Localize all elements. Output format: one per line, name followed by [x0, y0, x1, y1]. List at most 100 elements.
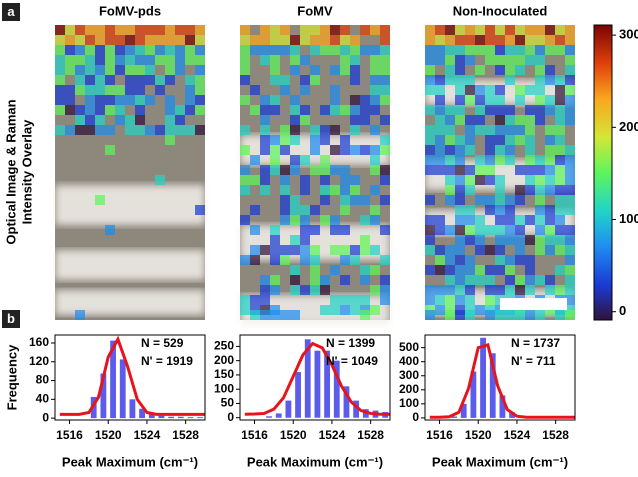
raman-tile	[300, 205, 310, 215]
raman-tile	[75, 75, 85, 85]
raman-tile	[555, 95, 565, 105]
raman-tile	[320, 305, 330, 315]
raman-tile	[555, 155, 565, 165]
raman-tile	[360, 295, 370, 305]
raman-tile	[435, 85, 445, 95]
raman-tile	[435, 245, 445, 255]
raman-tile	[525, 215, 535, 225]
raman-tile	[380, 65, 390, 75]
raman-tile	[465, 215, 475, 225]
raman-tile	[165, 105, 175, 115]
raman-tile	[515, 85, 525, 95]
raman-tile	[505, 125, 515, 135]
raman-tile	[75, 45, 85, 55]
raman-tile	[565, 295, 575, 305]
raman-tile	[565, 225, 575, 235]
annotation: N = 1737	[511, 336, 560, 350]
raman-tile	[330, 25, 340, 35]
raman-tile	[260, 125, 270, 135]
raman-tile	[475, 175, 485, 185]
raman-tile	[565, 245, 575, 255]
raman-tile	[320, 215, 330, 225]
raman-tile	[525, 185, 535, 195]
raman-tile	[495, 255, 505, 265]
raman-tile	[115, 95, 125, 105]
raman-tile	[455, 185, 465, 195]
raman-tile	[155, 55, 165, 65]
raman-tile	[515, 255, 525, 265]
raman-tile	[565, 35, 575, 45]
raman-tile	[125, 125, 135, 135]
raman-tile	[505, 225, 515, 235]
raman-tile	[260, 95, 270, 105]
raman-tile	[535, 175, 545, 185]
raman-tile	[515, 25, 525, 35]
raman-tile	[290, 265, 300, 275]
raman-tile	[75, 65, 85, 75]
raman-tile	[85, 115, 95, 125]
raman-tile	[300, 25, 310, 35]
raman-tile	[380, 295, 390, 305]
raman-tile	[185, 105, 195, 115]
raman-tile	[515, 65, 525, 75]
raman-tile	[485, 265, 495, 275]
raman-tile	[115, 85, 125, 95]
raman-tile	[370, 145, 380, 155]
raman-tile	[485, 285, 495, 295]
raman-tile	[310, 245, 320, 255]
raman-tile	[465, 175, 475, 185]
raman-tile	[65, 85, 75, 95]
raman-tile	[555, 195, 565, 205]
raman-tile	[340, 185, 350, 195]
raman-tile	[350, 125, 360, 135]
raman-tile	[495, 115, 505, 125]
raman-tile	[455, 245, 465, 255]
x-tick-label: 1520	[280, 428, 307, 442]
raman-tile	[300, 225, 310, 235]
raman-tile	[270, 45, 280, 55]
raman-tile	[515, 135, 525, 145]
raman-tile	[370, 105, 380, 115]
raman-tile	[455, 85, 465, 95]
raman-tile	[55, 75, 65, 85]
raman-tile	[525, 85, 535, 95]
raman-tile	[330, 225, 340, 235]
raman-tile	[455, 310, 465, 320]
raman-tile	[310, 45, 320, 55]
raman-tile	[445, 105, 455, 115]
raman-tile	[545, 65, 555, 75]
raman-tile	[195, 35, 205, 45]
raman-tile	[445, 165, 455, 175]
raman-tile	[370, 25, 380, 35]
annotation: N = 529	[141, 336, 184, 350]
raman-tile	[260, 275, 270, 285]
raman-tile	[165, 25, 175, 35]
raman-tile	[310, 225, 320, 235]
colorbar-tick-label: 0	[619, 303, 626, 318]
raman-tile	[435, 45, 445, 55]
raman-tile	[105, 75, 115, 85]
raman-tile	[475, 45, 485, 55]
bar	[480, 337, 486, 418]
raman-tile	[435, 165, 445, 175]
raman-tile	[260, 285, 270, 295]
raman-tile	[535, 245, 545, 255]
raman-tile	[505, 145, 515, 155]
raman-tile	[475, 115, 485, 125]
raman-tile	[545, 245, 555, 255]
x-tick-label: 1520	[465, 428, 492, 442]
raman-tile	[455, 165, 465, 175]
raman-tile	[545, 155, 555, 165]
raman-tile	[485, 245, 495, 255]
panel-label: b	[7, 311, 15, 326]
raman-tile	[270, 55, 280, 65]
raman-tile	[535, 115, 545, 125]
raman-tile	[475, 65, 485, 75]
raman-tile	[125, 35, 135, 45]
raman-tile	[465, 55, 475, 65]
raman-tile	[310, 145, 320, 155]
raman-tile	[270, 255, 280, 265]
bar	[197, 417, 204, 419]
raman-tile	[485, 145, 495, 155]
raman-tile	[485, 275, 495, 285]
